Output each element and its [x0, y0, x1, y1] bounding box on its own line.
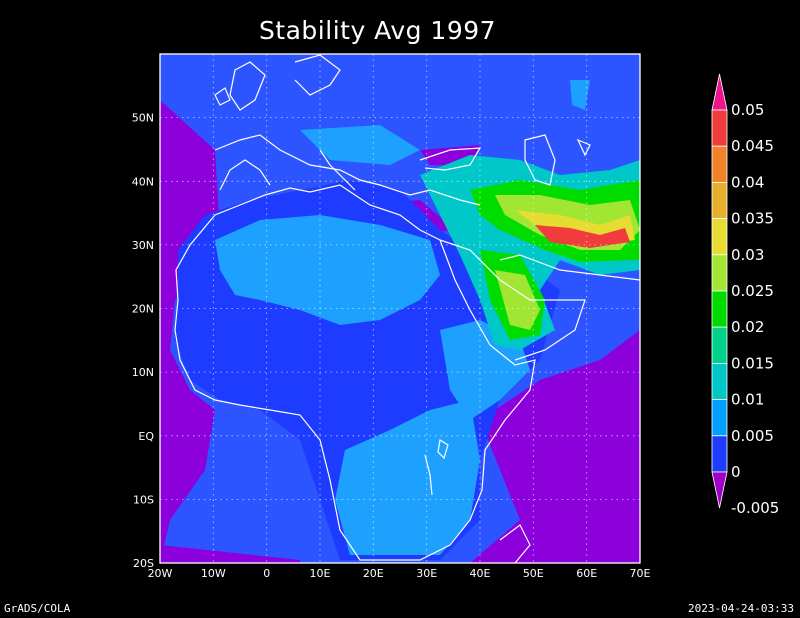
- x-tick-label: 40E: [470, 567, 491, 580]
- colorbar-swatch: [711, 218, 728, 256]
- colorbar-swatch: [711, 109, 728, 147]
- south-africa-weak-stable-zone: [335, 400, 480, 555]
- plot-frame: [159, 53, 641, 564]
- colorbar-label: 0: [731, 463, 741, 481]
- africa-coast: [174, 184, 536, 561]
- y-tick-label: 50N: [132, 112, 154, 125]
- zagros-peak-zone: [535, 225, 630, 248]
- x-tick-label: 70E: [630, 567, 651, 580]
- iberia-coast: [219, 159, 271, 191]
- y-axis-labels: 50N 40N 30N 20N 10N EQ 10S 20S: [132, 112, 155, 570]
- colorbar-swatch: [711, 73, 728, 111]
- aral-coast: [576, 138, 591, 157]
- colorbar-swatch: [711, 326, 728, 364]
- colorbar-swatch: [711, 471, 728, 509]
- y-tick-label: 20S: [133, 557, 154, 570]
- colorbar: 0.05 0.045 0.04 0.035 0.03 0.025 0.02 0.015 0.01…: [711, 73, 779, 517]
- arabia-coast: [439, 239, 586, 361]
- y-tick-label: 20N: [132, 303, 154, 316]
- x-tick-label: 60E: [576, 567, 597, 580]
- italy-coast: [319, 149, 356, 191]
- colorbar-label: 0.04: [731, 173, 764, 191]
- colorbar-swatch: [711, 362, 728, 400]
- lake-victoria: [437, 439, 449, 460]
- grid-lines: [160, 54, 640, 563]
- y-tick-label: 30N: [132, 239, 154, 252]
- britain-coast: [229, 61, 266, 111]
- colorbar-swatch: [711, 254, 728, 292]
- black-sea-coast: [419, 147, 482, 171]
- europe-weak-stable-zone: [300, 125, 420, 165]
- arabia-moderate-zone: [495, 270, 540, 330]
- footer-timestamp: 2023-04-24-03:33: [688, 602, 794, 615]
- colorbar-swatch: [711, 145, 728, 183]
- colorbar-label: 0.05: [731, 101, 764, 119]
- scandinavia-coast: [294, 54, 341, 96]
- x-tick-label: 20E: [363, 567, 384, 580]
- x-tick-label: 30E: [416, 567, 437, 580]
- x-tick-label: 10E: [310, 567, 331, 580]
- north-weak-stable-zone: [570, 80, 590, 110]
- colorbar-swatch: [711, 435, 728, 473]
- x-tick-label: 10W: [201, 567, 226, 580]
- ireland-coast: [214, 87, 231, 106]
- south-atlantic-negative-zone: [160, 545, 300, 563]
- x-axis-labels: 20W 10W 0 10E 20E 30E 40E 50E 60E 70E: [148, 567, 651, 580]
- chart-title: Stability Avg 1997: [258, 16, 497, 45]
- caspian-coast: [524, 134, 556, 186]
- sahara-weak-stable-zone: [215, 215, 440, 325]
- colorbar-swatch: [711, 181, 728, 219]
- colorbar-label: 0.03: [731, 246, 764, 264]
- y-tick-label: 40N: [132, 175, 154, 188]
- y-tick-label: 10N: [132, 366, 154, 379]
- y-tick-label: EQ: [138, 430, 154, 443]
- field-layer: [160, 54, 640, 563]
- indian-ocean-negative-zone: [470, 330, 640, 563]
- colorbar-label: 0.015: [731, 354, 774, 372]
- x-tick-label: 20W: [148, 567, 173, 580]
- y-tick-label: 10S: [133, 493, 154, 506]
- colorbar-label: 0.045: [731, 137, 774, 155]
- coastlines: [174, 54, 640, 563]
- x-tick-label: 50E: [523, 567, 544, 580]
- colorbar-swatch: [711, 399, 728, 437]
- x-tick-label: 0: [263, 567, 270, 580]
- colorbar-label: 0.035: [731, 210, 774, 228]
- colorbar-label: 0.025: [731, 282, 774, 300]
- europe-south-coast: [214, 134, 481, 206]
- colorbar-label: 0.005: [731, 427, 774, 445]
- colorbar-label: 0.01: [731, 391, 764, 409]
- colorbar-label: 0.02: [731, 318, 764, 336]
- lake-tanganyika: [424, 454, 433, 496]
- madagascar-coast: [499, 524, 531, 563]
- footer-credit: GrADS/COLA: [4, 602, 71, 615]
- colorbar-label: -0.005: [731, 499, 779, 517]
- colorbar-swatch: [711, 290, 728, 328]
- gulf-coast: [499, 254, 640, 281]
